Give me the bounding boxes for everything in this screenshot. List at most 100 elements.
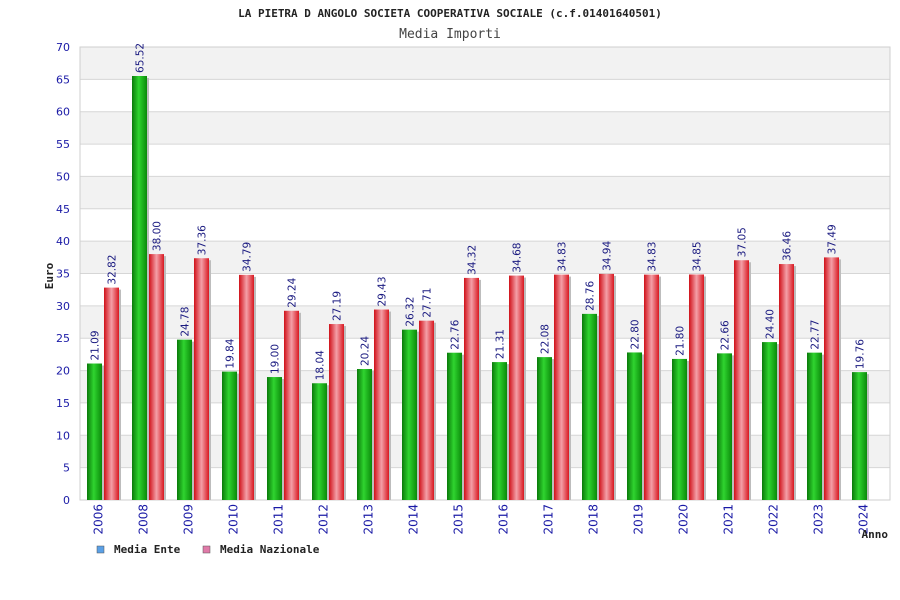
- bar-media-ente: [807, 352, 822, 500]
- data-label-media-nazionale: 32.82: [107, 255, 119, 285]
- grid-band: [80, 144, 890, 177]
- bar-shadow: [282, 379, 284, 500]
- data-label-media-ente: 20.24: [360, 336, 372, 366]
- bar-media-nazionale: [599, 273, 614, 500]
- y-tick-label: 65: [56, 73, 70, 86]
- x-tick-label: 2023: [812, 504, 826, 535]
- bar-shadow: [569, 276, 571, 500]
- x-tick-label: 2021: [722, 504, 736, 535]
- data-label-media-nazionale: 27.71: [422, 288, 434, 318]
- data-label-media-ente: 21.31: [495, 329, 507, 359]
- bar-media-nazionale: [464, 277, 479, 500]
- bar-media-ente: [312, 383, 327, 500]
- data-label-media-ente: 22.80: [630, 319, 642, 349]
- y-tick-label: 60: [56, 106, 70, 119]
- bar-shadow: [704, 276, 706, 500]
- data-label-media-ente: 19.76: [855, 339, 867, 369]
- data-label-media-nazionale: 34.32: [467, 245, 479, 275]
- data-label-media-nazionale: 37.36: [197, 225, 209, 255]
- grid-band: [80, 370, 890, 403]
- bar-media-nazionale: [689, 274, 704, 500]
- bar-media-nazionale: [644, 274, 659, 500]
- x-tick-label: 2015: [452, 504, 466, 535]
- x-tick-label: 2020: [677, 504, 691, 535]
- bar-media-ente: [222, 371, 237, 500]
- x-tick-label: 2012: [317, 504, 331, 535]
- bar-shadow: [732, 355, 734, 500]
- bar-shadow: [597, 315, 599, 500]
- bar-shadow: [552, 359, 554, 500]
- data-label-media-ente: 24.40: [765, 309, 777, 339]
- grid-band: [80, 79, 890, 112]
- data-label-media-ente: 22.08: [540, 324, 552, 354]
- x-tick-label: 2019: [632, 504, 646, 535]
- bar-shadow: [614, 275, 616, 500]
- bar-shadow: [209, 260, 211, 500]
- grid-band: [80, 467, 890, 500]
- y-tick-label: 30: [56, 300, 70, 313]
- x-tick-label: 2018: [587, 504, 601, 535]
- y-tick-label: 5: [63, 462, 70, 475]
- bar-media-ente: [267, 377, 282, 500]
- y-tick-label: 35: [56, 268, 70, 281]
- data-labels: 21.09 32.82 65.52 38.00 24.78 37.36 19.84 34.79…: [90, 43, 867, 380]
- grid-band: [80, 338, 890, 371]
- bar-media-ente: [357, 369, 372, 500]
- bar-series: [87, 75, 869, 500]
- bar-media-nazionale: [824, 257, 839, 500]
- x-tick-label: 2016: [497, 504, 511, 535]
- data-label-media-nazionale: 29.24: [287, 277, 299, 307]
- plot-grid: [79, 46, 891, 501]
- y-tick-label: 50: [56, 170, 70, 183]
- legend-swatch-media-nazionale: [202, 545, 211, 554]
- plot-frame: [79, 46, 891, 501]
- bar-shadow: [327, 385, 329, 500]
- grid-band: [80, 305, 890, 339]
- data-label-media-nazionale: 34.83: [557, 242, 569, 272]
- bar-media-nazionale: [149, 254, 164, 500]
- data-label-media-nazionale: 34.79: [242, 242, 254, 272]
- bar-media-ente: [537, 357, 552, 500]
- data-label-media-nazionale: 36.46: [782, 231, 794, 261]
- bar-media-nazionale: [509, 275, 524, 500]
- bar-shadow: [192, 341, 194, 500]
- bar-shadow: [417, 331, 419, 500]
- data-label-media-ente: 28.76: [585, 281, 597, 311]
- grid-band: [80, 435, 890, 468]
- bar-media-ente: [87, 363, 102, 500]
- data-label-media-ente: 18.04: [315, 350, 327, 380]
- bar-shadow: [147, 77, 149, 500]
- bar-media-ente: [762, 342, 777, 500]
- bar-shadow: [479, 279, 481, 500]
- legend-label-media-ente: Media Ente: [114, 543, 181, 556]
- data-label-media-ente: 65.52: [135, 43, 147, 73]
- bar-shadow: [839, 259, 841, 500]
- bar-media-nazionale: [194, 258, 209, 500]
- data-label-media-ente: 22.66: [720, 320, 732, 350]
- grid-band: [80, 241, 890, 274]
- data-label-media-ente: 21.80: [675, 326, 687, 356]
- x-axis: 2006 2008 2009 2010 2011 2012 2013 2014 2015 2016…: [92, 504, 871, 535]
- bar-shadow: [822, 354, 824, 500]
- bar-media-ente: [492, 362, 507, 500]
- bar-shadow: [299, 312, 301, 500]
- bar-media-ente: [717, 353, 732, 500]
- x-axis-label: Anno: [862, 528, 889, 541]
- bar-media-nazionale: [554, 274, 569, 500]
- data-label-media-ente: 19.84: [225, 338, 237, 368]
- y-tick-label: 45: [56, 203, 70, 216]
- bar-shadow: [524, 277, 526, 500]
- bar-shadow: [102, 365, 104, 500]
- data-label-media-nazionale: 34.68: [512, 243, 524, 273]
- bar-shadow: [659, 276, 661, 500]
- x-tick-label: 2017: [542, 504, 556, 535]
- data-label-media-nazionale: 34.83: [647, 242, 659, 272]
- bar-shadow: [642, 354, 644, 500]
- bar-media-ente: [627, 352, 642, 500]
- data-label-media-nazionale: 37.49: [827, 224, 839, 254]
- data-label-media-ente: 24.78: [180, 307, 192, 337]
- data-label-media-nazionale: 34.94: [602, 241, 614, 271]
- bar-shadow: [687, 360, 689, 500]
- bar-media-nazionale: [374, 309, 389, 500]
